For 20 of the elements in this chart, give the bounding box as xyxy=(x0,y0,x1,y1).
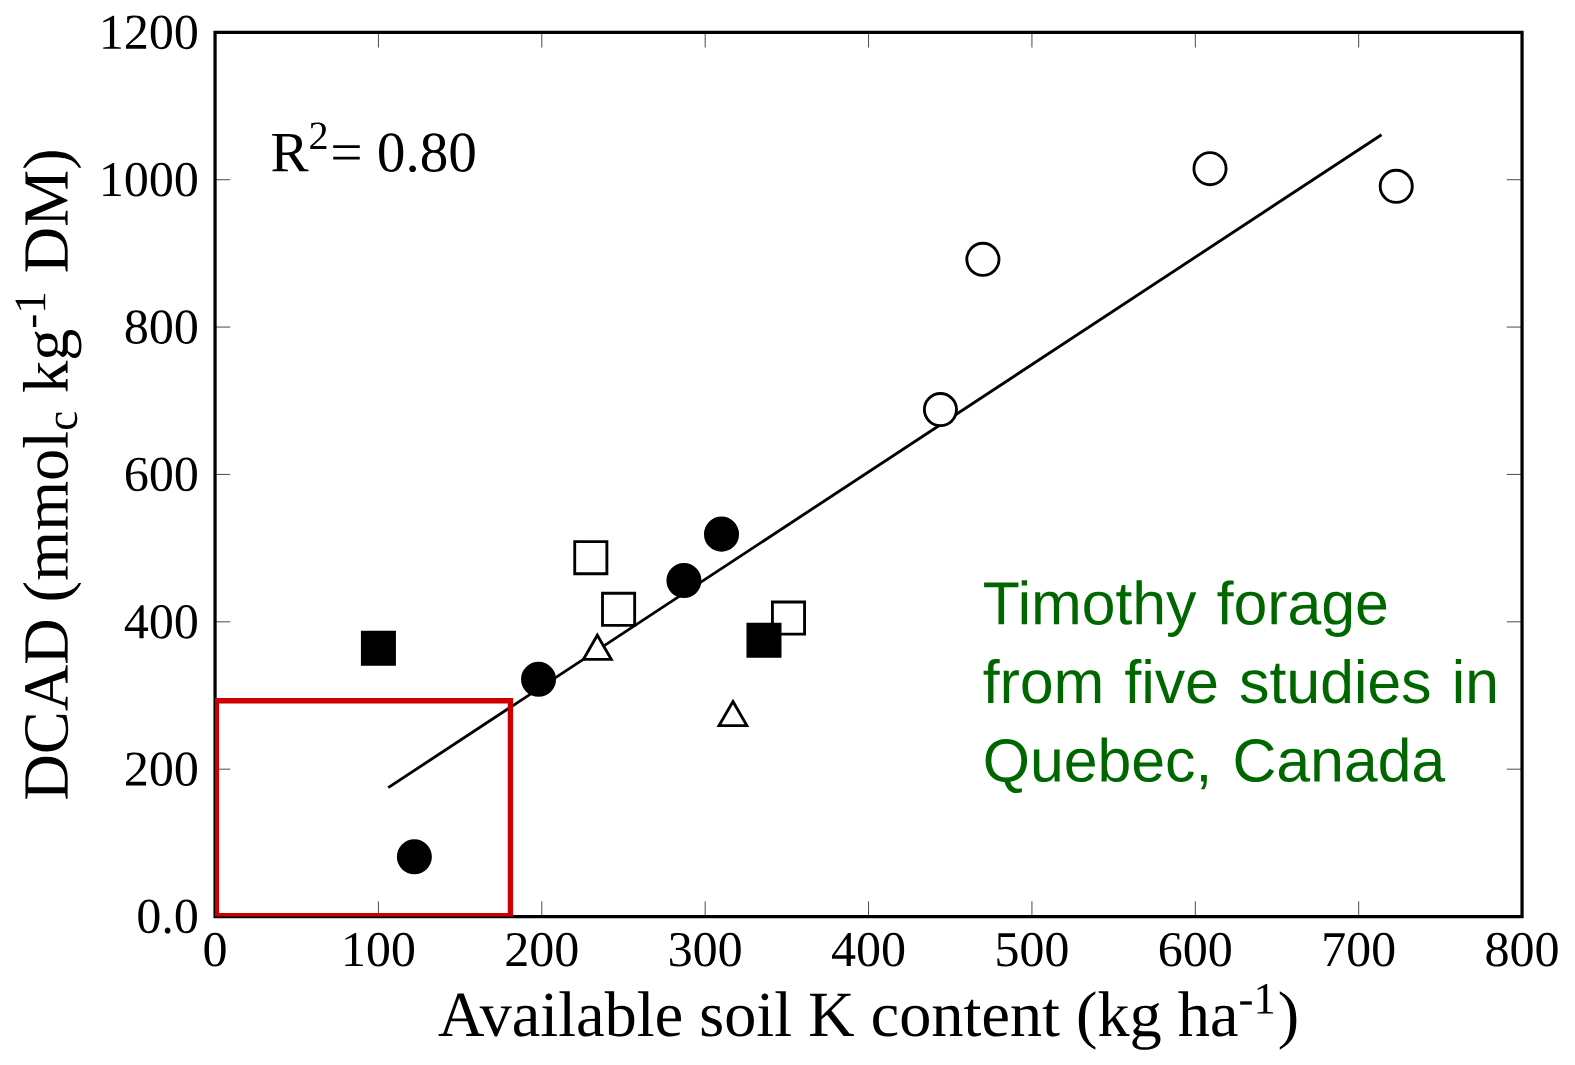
y-tick-label: 1000 xyxy=(103,162,197,197)
y-tick-label: 800 xyxy=(125,310,197,344)
x-tick-label: 500 xyxy=(997,932,1068,967)
x-tick-label: 700 xyxy=(1324,932,1395,967)
x-tick-label: 300 xyxy=(670,932,741,967)
y-axis-title: DCAD (mmol$_{c}$ kg$^{-1}$ DM) xyxy=(15,151,82,799)
y-tick-label: 600 xyxy=(125,457,197,492)
y-tick-label: 1200 xyxy=(103,15,197,50)
x-axis-title: Available soil K content (kg ha$^{-1}$) xyxy=(438,983,1297,1050)
x-tick-label: 600 xyxy=(1159,932,1231,967)
annotation: R$^{2}$= 0.80 xyxy=(272,122,475,172)
x-tick-label: 100 xyxy=(345,932,415,967)
y-tick-label: 200 xyxy=(126,752,197,786)
annotation: Timothy forage from five studies in Quebec, Canada xyxy=(983,580,1496,793)
x-tick-label: 800 xyxy=(1486,932,1558,967)
x-tick-label: 400 xyxy=(831,932,905,967)
x-tick-label: 200 xyxy=(506,932,578,967)
y-tick-label: 0.0 xyxy=(138,899,197,934)
x-tick-label: 0 xyxy=(204,932,226,967)
y-tick-label: 400 xyxy=(124,604,197,639)
